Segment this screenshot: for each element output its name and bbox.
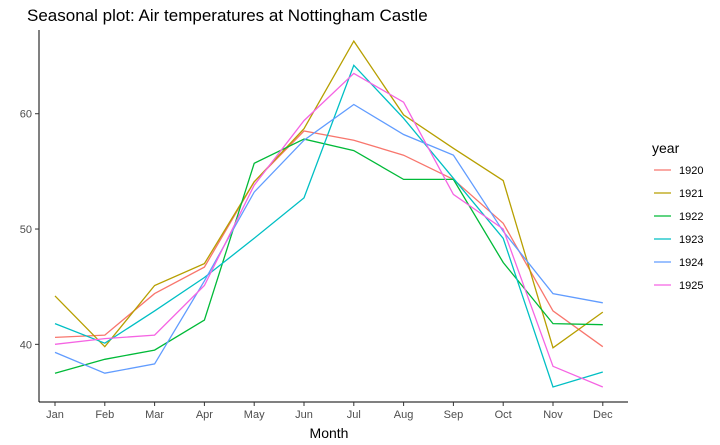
x-tick-label: Jul [347, 409, 361, 421]
x-tick-label: Jan [46, 409, 64, 421]
y-tick-label: 40 [20, 339, 32, 351]
legend-label-1920: 1920 [679, 165, 703, 177]
series-line-1921 [54, 39, 604, 349]
y-tick-label: 50 [20, 224, 32, 236]
series-line-1920 [54, 130, 604, 348]
legend-label-1924: 1924 [679, 257, 703, 269]
x-tick-label: Oct [495, 409, 512, 421]
series-line-1924 [54, 103, 603, 374]
legend-label-1925: 1925 [679, 280, 703, 292]
legend-label-1921: 1921 [679, 188, 703, 200]
x-tick-label: Nov [543, 409, 563, 421]
x-tick-label: Jun [295, 409, 313, 421]
legend: year 1920 1921 1922 1923 1924 1925 [652, 140, 703, 292]
x-tick-label: Sep [444, 409, 464, 421]
x-tick-label: May [244, 409, 265, 421]
x-tick-label: Aug [394, 409, 414, 421]
x-axis: Jan Feb Mar Apr May Jun Jul Aug Sep Oct Nov Dec [39, 401, 628, 421]
legend-label-1923: 1923 [679, 234, 703, 246]
series-line-1925 [54, 72, 604, 388]
legend-title: year [652, 140, 680, 156]
x-tick-label: Mar [145, 409, 164, 421]
x-tick-label: Feb [95, 409, 114, 421]
series-line-1923 [54, 64, 603, 388]
y-tick-label: 60 [20, 109, 32, 121]
plot-area [54, 39, 604, 388]
y-axis: 40 50 60 [20, 30, 40, 402]
series-line-1922 [54, 138, 603, 374]
x-tick-label: Apr [196, 409, 213, 421]
legend-label-1922: 1922 [679, 211, 703, 223]
x-axis-title: Month [310, 425, 349, 441]
x-tick-label: Dec [593, 409, 613, 421]
chart-title: Seasonal plot: Air temperatures at Notti… [27, 6, 428, 25]
